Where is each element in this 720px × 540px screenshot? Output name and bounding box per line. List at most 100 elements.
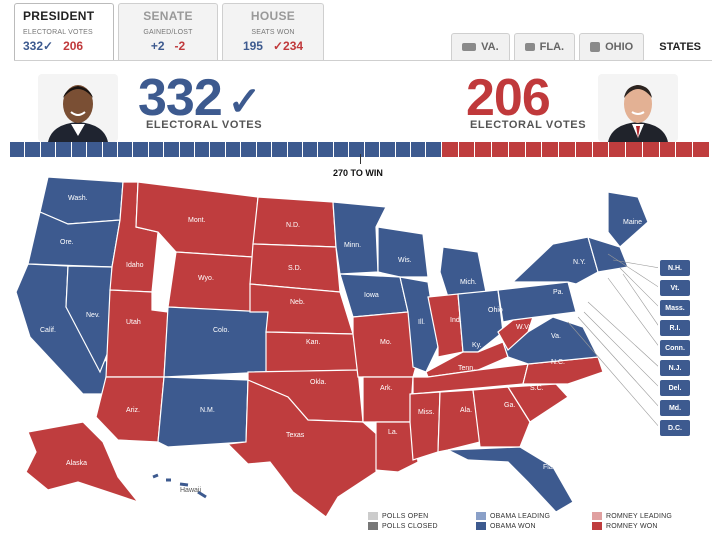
state-label: Ga. xyxy=(504,402,515,409)
romney-bar-segment xyxy=(559,142,576,157)
state-south-carolina xyxy=(506,383,569,423)
obama-bar-segment xyxy=(287,142,304,157)
tab-label: VA. xyxy=(481,41,499,53)
state-florida xyxy=(447,446,574,513)
obama-bar-segment xyxy=(179,142,196,157)
romney-bar-segment xyxy=(492,142,509,157)
state-label: N.M. xyxy=(200,407,215,414)
state-label: Ohio xyxy=(488,307,503,314)
race-tabs: PRESIDENT ELECTORAL VOTES 332✓ 206 SENAT… xyxy=(14,3,324,63)
small-state-box[interactable]: N.J. xyxy=(660,360,690,376)
state-label: Nev. xyxy=(86,312,100,319)
obama-bar-segment xyxy=(133,142,149,157)
virginia-shape-icon xyxy=(462,43,477,51)
legend-romney-leading: ROMNEY LEADING xyxy=(592,512,712,520)
legend-obama-won: OBAMA WON xyxy=(476,522,584,530)
obama-bar-segment xyxy=(25,142,41,157)
state-alaska xyxy=(25,421,140,504)
romney-tab-value: 206 xyxy=(63,39,84,53)
state-alabama xyxy=(437,389,481,453)
tab-subtitle: ELECTORAL VOTES xyxy=(23,29,93,36)
obama-portrait xyxy=(38,74,118,142)
romney-bar-segment xyxy=(693,142,710,157)
tab-divider xyxy=(14,60,712,61)
rep-tab-value: ✓234 xyxy=(272,39,304,53)
romney-bar-segment xyxy=(508,142,526,157)
obama-bar-segment xyxy=(87,142,103,157)
state-label: S.D. xyxy=(288,265,302,272)
obama-bar-segment xyxy=(333,142,350,157)
state-label: N.Y. xyxy=(573,259,586,266)
small-state-box[interactable]: N.H. xyxy=(660,260,690,276)
legend-polls-closed: POLLS CLOSED xyxy=(368,522,468,530)
state-label: Ind. xyxy=(450,317,462,324)
state-label: Tenn. xyxy=(458,365,475,372)
obama-bar-segment xyxy=(10,142,26,157)
state-label: Pa. xyxy=(553,289,564,296)
electoral-vote-bar xyxy=(10,142,710,157)
romney-bar-segment xyxy=(575,142,593,157)
state-label: Mo. xyxy=(380,339,392,346)
state-maine xyxy=(607,191,649,248)
state-kansas xyxy=(265,331,359,373)
small-state-box[interactable]: D.C. xyxy=(660,420,690,436)
state-label: Neb. xyxy=(290,299,305,306)
state-label: Ky. xyxy=(472,342,482,349)
obama-bar-segment xyxy=(71,142,88,157)
state-label: Ark. xyxy=(380,385,393,392)
state-label: Ala. xyxy=(460,407,472,414)
romney-bar-segment xyxy=(475,142,493,157)
state-label: Minn. xyxy=(344,242,361,249)
state-tabs: VA. FLA. OHIO STATES xyxy=(451,33,712,60)
small-state-box[interactable]: Del. xyxy=(660,380,690,396)
obama-bar-segment xyxy=(395,142,411,157)
state-louisiana xyxy=(375,421,419,473)
obama-bar-segment xyxy=(349,142,365,157)
state-nevada xyxy=(65,265,113,374)
state-hawaii xyxy=(152,473,207,499)
small-state-box[interactable]: R.I. xyxy=(660,320,690,336)
romney-bar-segment xyxy=(525,142,543,157)
legend-polls-open: POLLS OPEN xyxy=(368,512,468,520)
tab-ohio[interactable]: OHIO xyxy=(579,33,645,60)
state-label: Miss. xyxy=(418,409,434,416)
state-utah xyxy=(105,289,169,378)
obama-ev-label: ELECTORAL VOTES xyxy=(146,119,263,131)
state-label: Mich. xyxy=(460,279,477,286)
dem-tab-value: +2 xyxy=(150,39,165,53)
tab-senate[interactable]: SENATE GAINED/LOST +2 -2 xyxy=(118,3,218,61)
state-label: Ariz. xyxy=(126,407,140,414)
legend-romney-won: ROMNEY WON xyxy=(592,522,712,530)
small-state-box[interactable]: Mass. xyxy=(660,300,690,316)
romney-bar-segment xyxy=(642,142,660,157)
small-state-box[interactable]: Conn. xyxy=(660,340,690,356)
state-michigan xyxy=(439,246,487,298)
state-colorado xyxy=(163,306,269,378)
obama-bar-segment xyxy=(195,142,211,157)
state-ohio xyxy=(457,289,504,353)
obama-bar-segment xyxy=(303,142,319,157)
tab-states[interactable]: STATES xyxy=(648,33,712,60)
ohio-shape-icon xyxy=(590,42,601,52)
tab-title: HOUSE xyxy=(250,9,296,23)
obama-bar-segment xyxy=(364,142,381,157)
romney-bar-segment xyxy=(626,142,643,157)
state-label: Wash. xyxy=(68,195,88,202)
state-label: La. xyxy=(388,429,398,436)
tab-florida[interactable]: FLA. xyxy=(513,33,576,60)
small-state-box[interactable]: Vt. xyxy=(660,280,690,296)
state-label: Utah xyxy=(126,319,141,326)
tab-president[interactable]: PRESIDENT ELECTORAL VOTES 332✓ 206 xyxy=(14,3,114,61)
romney-bar-segment xyxy=(542,142,560,157)
romney-bar-segment xyxy=(458,142,476,157)
state-label: Mont. xyxy=(188,217,206,224)
obama-bar-segment xyxy=(148,142,165,157)
tab-house[interactable]: HOUSE SEATS WON 195 ✓234 xyxy=(222,3,324,61)
state-label: Idaho xyxy=(126,262,144,269)
state-label: Alaska xyxy=(66,460,87,467)
tab-virginia[interactable]: VA. xyxy=(451,33,510,60)
small-state-box[interactable]: Md. xyxy=(660,400,690,416)
obama-bar-segment xyxy=(225,142,242,157)
obama-bar-segment xyxy=(40,142,57,157)
state-texas xyxy=(226,379,381,518)
